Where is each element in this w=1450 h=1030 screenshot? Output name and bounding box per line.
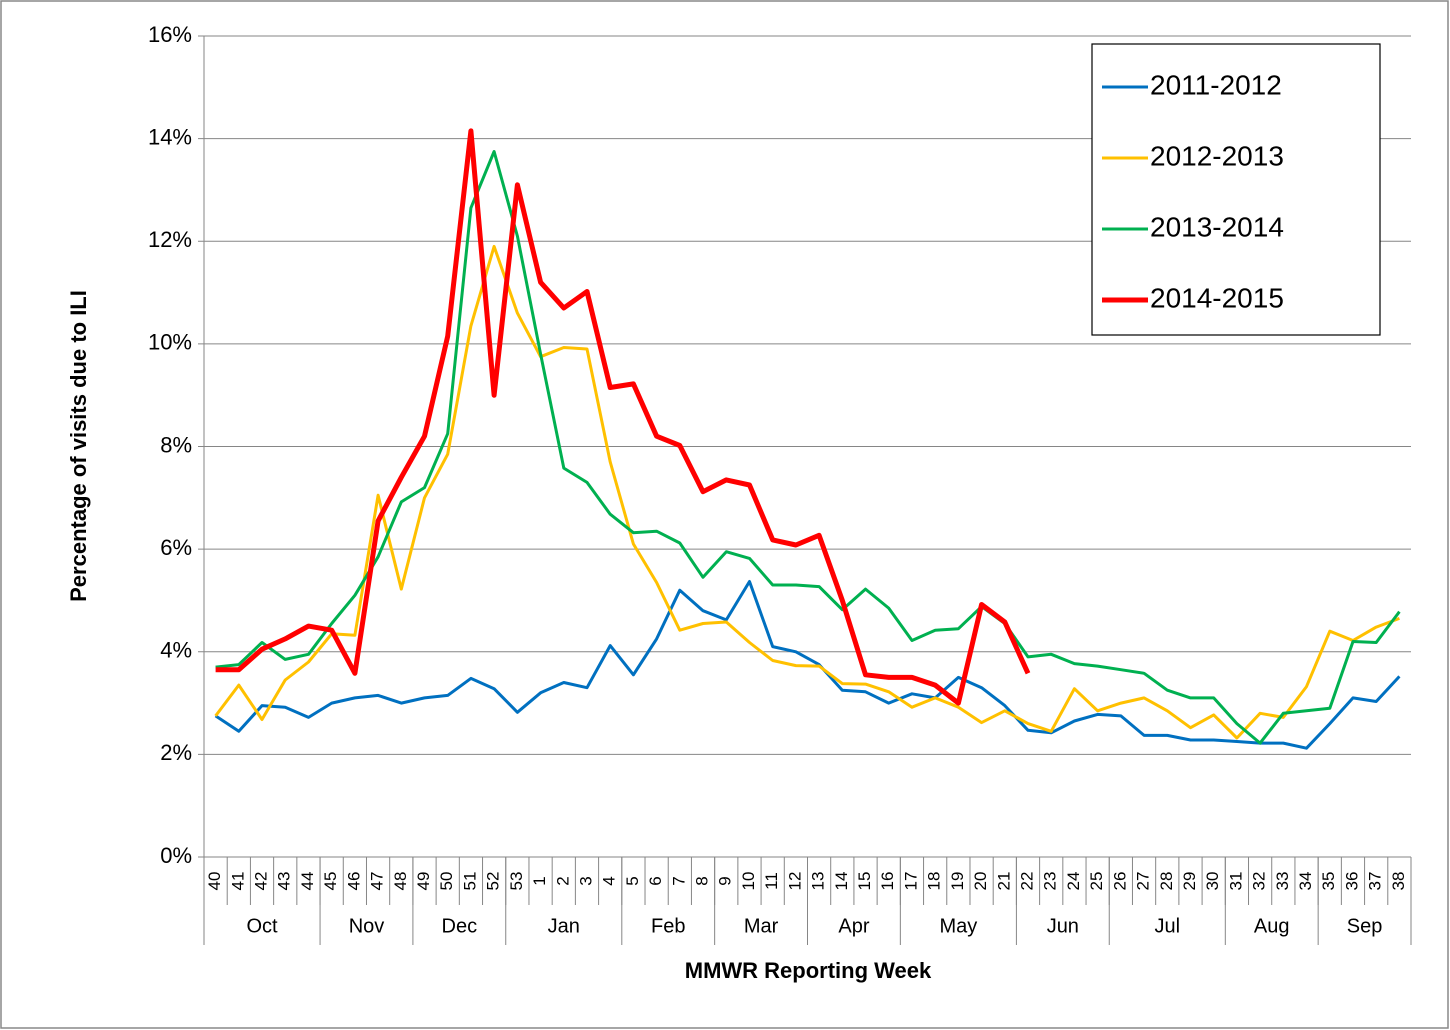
x-tick-label: 36 [1342, 872, 1361, 891]
x-tick-label: 10 [739, 872, 758, 891]
x-tick-label: 50 [437, 872, 456, 891]
x-tick-label: 4 [600, 876, 619, 885]
x-tick-label: 37 [1366, 872, 1385, 891]
y-tick-label: 14% [148, 124, 192, 149]
legend-label: 2012-2013 [1150, 140, 1284, 171]
x-tick-label: 31 [1226, 872, 1245, 891]
x-tick-label: 26 [1110, 872, 1129, 891]
x-tick-label: 7 [669, 876, 688, 885]
series-line [214, 244, 1400, 740]
x-tick-label: 29 [1180, 872, 1199, 891]
x-tick-label: 8 [693, 876, 712, 885]
legend-box [1091, 43, 1381, 336]
x-tick-label: 12 [785, 872, 804, 891]
x-tick-label: 15 [855, 872, 874, 891]
x-tick-label: 2 [553, 876, 572, 885]
y-tick-label: 0% [160, 843, 192, 868]
y-axis-label: Percentage of visits due to ILI [66, 290, 91, 602]
y-tick-label: 10% [148, 330, 192, 355]
x-tick-label: 20 [971, 872, 990, 891]
x-tick-label: 3 [576, 876, 595, 885]
y-tick-label: 2% [160, 740, 192, 765]
x-tick-label: 27 [1134, 872, 1153, 891]
y-tick-label: 16% [148, 22, 192, 47]
x-tick-label: 33 [1273, 872, 1292, 891]
legend-label: 2013-2014 [1150, 211, 1284, 242]
x-tick-label: 38 [1389, 872, 1408, 891]
x-tick-label: 44 [298, 872, 317, 891]
x-tick-label: 24 [1064, 872, 1083, 891]
x-tick-label: 13 [809, 872, 828, 891]
x-group-label: Dec [442, 915, 478, 937]
x-tick-label: 1 [530, 876, 549, 885]
x-tick-label: 5 [623, 876, 642, 885]
x-tick-label: 43 [275, 872, 294, 891]
x-tick-label: 48 [391, 872, 410, 891]
x-tick-label: 11 [762, 872, 781, 890]
series-line [215, 128, 1031, 706]
legend-label: 2011-2012 [1150, 69, 1282, 100]
x-tick-label: 23 [1041, 872, 1060, 891]
x-tick-label: 21 [994, 872, 1013, 891]
x-tick-label: 18 [925, 872, 944, 891]
x-group-label: Apr [838, 915, 869, 937]
x-tick-label: 14 [832, 872, 851, 891]
x-group-label: Nov [349, 915, 385, 937]
x-tick-label: 19 [948, 872, 967, 891]
x-tick-label: 49 [414, 872, 433, 891]
series-line [214, 580, 1401, 750]
x-group-label: Oct [246, 915, 278, 937]
x-tick-label: 32 [1250, 872, 1269, 891]
x-tick-label: 9 [716, 876, 735, 885]
x-group-label: May [939, 915, 977, 937]
x-group-label: Jun [1047, 915, 1079, 937]
x-tick-label: 16 [878, 872, 897, 891]
y-tick-label: 12% [148, 227, 192, 252]
x-tick-label: 35 [1319, 872, 1338, 891]
x-group-label: Mar [744, 915, 779, 937]
x-tick-label: 22 [1017, 872, 1036, 891]
x-tick-label: 34 [1296, 872, 1315, 891]
y-tick-label: 6% [160, 535, 192, 560]
x-group-label: Jan [548, 915, 580, 937]
x-group-label: Sep [1347, 915, 1383, 937]
x-tick-label: 40 [205, 872, 224, 891]
x-group-label: Aug [1254, 915, 1290, 937]
x-tick-label: 51 [460, 872, 479, 891]
x-tick-label: 47 [368, 872, 387, 891]
x-tick-label: 6 [646, 876, 665, 885]
x-axis-label: MMWR Reporting Week [685, 958, 932, 983]
x-tick-label: 17 [901, 872, 920, 891]
series-line [215, 150, 1401, 745]
x-tick-label: 25 [1087, 872, 1106, 891]
x-tick-label: 42 [252, 872, 271, 891]
x-tick-label: 52 [484, 872, 503, 891]
x-tick-label: 28 [1157, 872, 1176, 891]
x-group-label: Feb [651, 915, 685, 937]
x-tick-label: 45 [321, 872, 340, 891]
legend-label: 2014-2015 [1150, 282, 1284, 313]
x-tick-label: 46 [344, 872, 363, 891]
x-tick-label: 41 [228, 872, 247, 891]
x-group-label: Jul [1154, 915, 1180, 937]
x-tick-label: 30 [1203, 872, 1222, 891]
y-tick-label: 8% [160, 432, 192, 457]
x-tick-label: 53 [507, 872, 526, 891]
y-tick-label: 4% [160, 638, 192, 663]
